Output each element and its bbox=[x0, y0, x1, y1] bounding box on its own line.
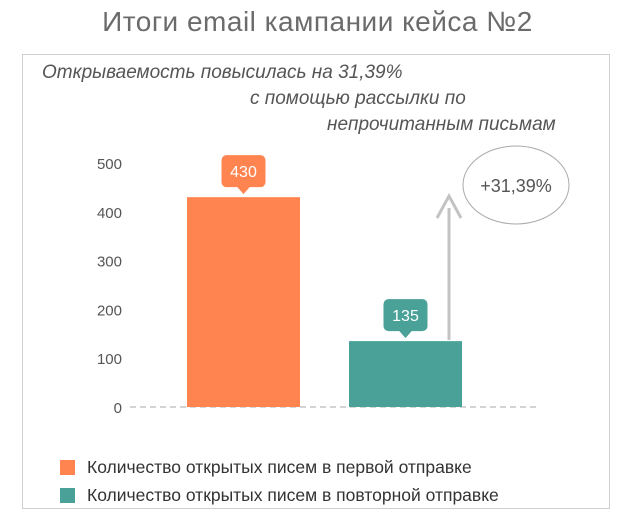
legend-item-first: Количество открытых писем в первой отпра… bbox=[60, 457, 472, 478]
percent-badge-ellipse bbox=[462, 145, 570, 225]
legend-swatch-first bbox=[60, 460, 75, 475]
data-label-box-1 bbox=[383, 299, 428, 332]
annotation-line-2: с помощью рассылки по bbox=[250, 88, 466, 109]
data-label-box-0 bbox=[221, 155, 266, 188]
annotation-line-1: Открываемость повысилась на 31,39% bbox=[42, 62, 403, 83]
percent-badge-text: +31,39% bbox=[480, 176, 552, 196]
legend-item-second: Количество открытых писем в повторной от… bbox=[60, 485, 499, 506]
legend-label-first: Количество открытых писем в первой отпра… bbox=[87, 457, 472, 477]
increase-arrow-head bbox=[435, 192, 463, 219]
legend-label-second: Количество открытых писем в повторной от… bbox=[87, 485, 499, 505]
bar-1 bbox=[349, 341, 462, 407]
bar-0 bbox=[187, 197, 300, 407]
data-label-pointer-1 bbox=[398, 330, 413, 339]
y-tick-label-1: 100 bbox=[97, 351, 122, 368]
y-tick-label-3: 300 bbox=[97, 254, 122, 271]
page-title: Итоги email кампании кейса №2 bbox=[102, 6, 533, 37]
legend-swatch-second bbox=[60, 488, 75, 503]
data-label-1: 135 bbox=[392, 308, 419, 325]
data-label-0: 430 bbox=[230, 164, 257, 181]
y-tick-label-2: 200 bbox=[97, 302, 122, 319]
chart-frame bbox=[22, 54, 610, 509]
y-tick-label-5: 500 bbox=[97, 156, 122, 173]
annotation-line-3: непрочитанным письмам bbox=[327, 114, 556, 135]
data-label-pointer-0 bbox=[236, 186, 251, 195]
y-tick-label-4: 400 bbox=[97, 205, 122, 222]
y-tick-label-0: 0 bbox=[114, 400, 122, 417]
